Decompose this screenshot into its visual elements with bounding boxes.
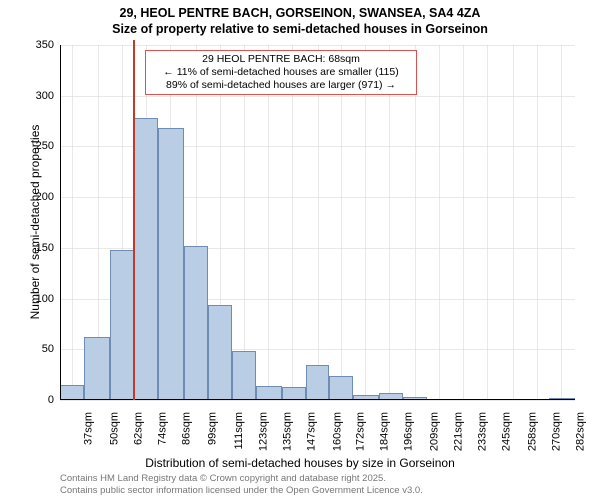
x-tick-label: 184sqm: [379, 412, 391, 451]
histogram-bar: [256, 386, 282, 400]
reference-line: [133, 40, 135, 400]
x-tick-label: 123sqm: [257, 412, 269, 451]
x-tick-label: 86sqm: [180, 412, 192, 445]
histogram-bar: [134, 118, 158, 400]
y-axis-line: [60, 45, 61, 400]
x-tick-label: 147sqm: [305, 412, 317, 451]
x-tick-label: 209sqm: [429, 412, 441, 451]
attribution-line1: Contains HM Land Registry data © Crown c…: [60, 473, 386, 485]
x-gridline: [268, 45, 269, 400]
histogram-bar: [158, 128, 184, 400]
x-tick-label: 196sqm: [403, 412, 415, 451]
chart-title-line2: Size of property relative to semi-detach…: [0, 22, 600, 36]
x-axis-line: [60, 399, 575, 400]
attribution-line2: Contains public sector information licen…: [60, 485, 423, 497]
y-axis-label: Number of semi-detached properties: [28, 97, 42, 347]
x-tick-label: 62sqm: [132, 412, 144, 445]
y-tick-label: 0: [48, 394, 60, 406]
x-tick-label: 160sqm: [331, 412, 343, 451]
x-tick-label: 74sqm: [156, 412, 168, 445]
annotation-line2: ← 11% of semi-detached houses are smalle…: [150, 66, 412, 79]
plot-area: 05010015020025030035037sqm50sqm62sqm74sq…: [60, 45, 575, 400]
x-tick-label: 221sqm: [453, 412, 465, 451]
chart-figure: 29, HEOL PENTRE BACH, GORSEINON, SWANSEA…: [0, 0, 600, 500]
histogram-bar: [60, 385, 84, 400]
x-axis-label: Distribution of semi-detached houses by …: [0, 456, 600, 470]
x-tick-label: 50sqm: [108, 412, 120, 445]
histogram-bar: [208, 305, 232, 400]
x-gridline: [318, 45, 319, 400]
x-gridline: [537, 45, 538, 400]
x-gridline: [561, 45, 562, 400]
annotation-line3: 89% of semi-detached houses are larger (…: [150, 79, 412, 92]
histogram-bar: [329, 376, 353, 400]
x-tick-label: 258sqm: [527, 412, 539, 451]
histogram-bar: [84, 337, 110, 400]
x-tick-label: 37sqm: [82, 412, 94, 445]
x-tick-label: 99sqm: [206, 412, 218, 445]
x-gridline: [463, 45, 464, 400]
y-tick-label: 50: [42, 343, 60, 355]
annotation-box: 29 HEOL PENTRE BACH: 68sqm← 11% of semi-…: [145, 50, 417, 95]
histogram-bar: [110, 250, 134, 400]
y-gridline: [60, 400, 575, 401]
x-tick-label: 245sqm: [501, 412, 513, 451]
x-gridline: [72, 45, 73, 400]
x-gridline: [389, 45, 390, 400]
x-tick-label: 270sqm: [551, 412, 563, 451]
annotation-line1: 29 HEOL PENTRE BACH: 68sqm: [150, 53, 412, 66]
x-gridline: [415, 45, 416, 400]
x-gridline: [487, 45, 488, 400]
chart-title-line1: 29, HEOL PENTRE BACH, GORSEINON, SWANSEA…: [0, 6, 600, 20]
x-gridline: [365, 45, 366, 400]
x-gridline: [341, 45, 342, 400]
x-tick-label: 233sqm: [477, 412, 489, 451]
y-tick-label: 350: [36, 39, 60, 51]
x-tick-label: 172sqm: [355, 412, 367, 451]
x-gridline: [244, 45, 245, 400]
histogram-bar: [306, 365, 330, 401]
x-tick-label: 282sqm: [575, 412, 587, 451]
histogram-bar: [232, 351, 256, 400]
x-gridline: [513, 45, 514, 400]
x-gridline: [292, 45, 293, 400]
histogram-bar: [184, 246, 208, 400]
x-tick-label: 135sqm: [281, 412, 293, 451]
x-tick-label: 111sqm: [232, 412, 244, 450]
x-gridline: [439, 45, 440, 400]
